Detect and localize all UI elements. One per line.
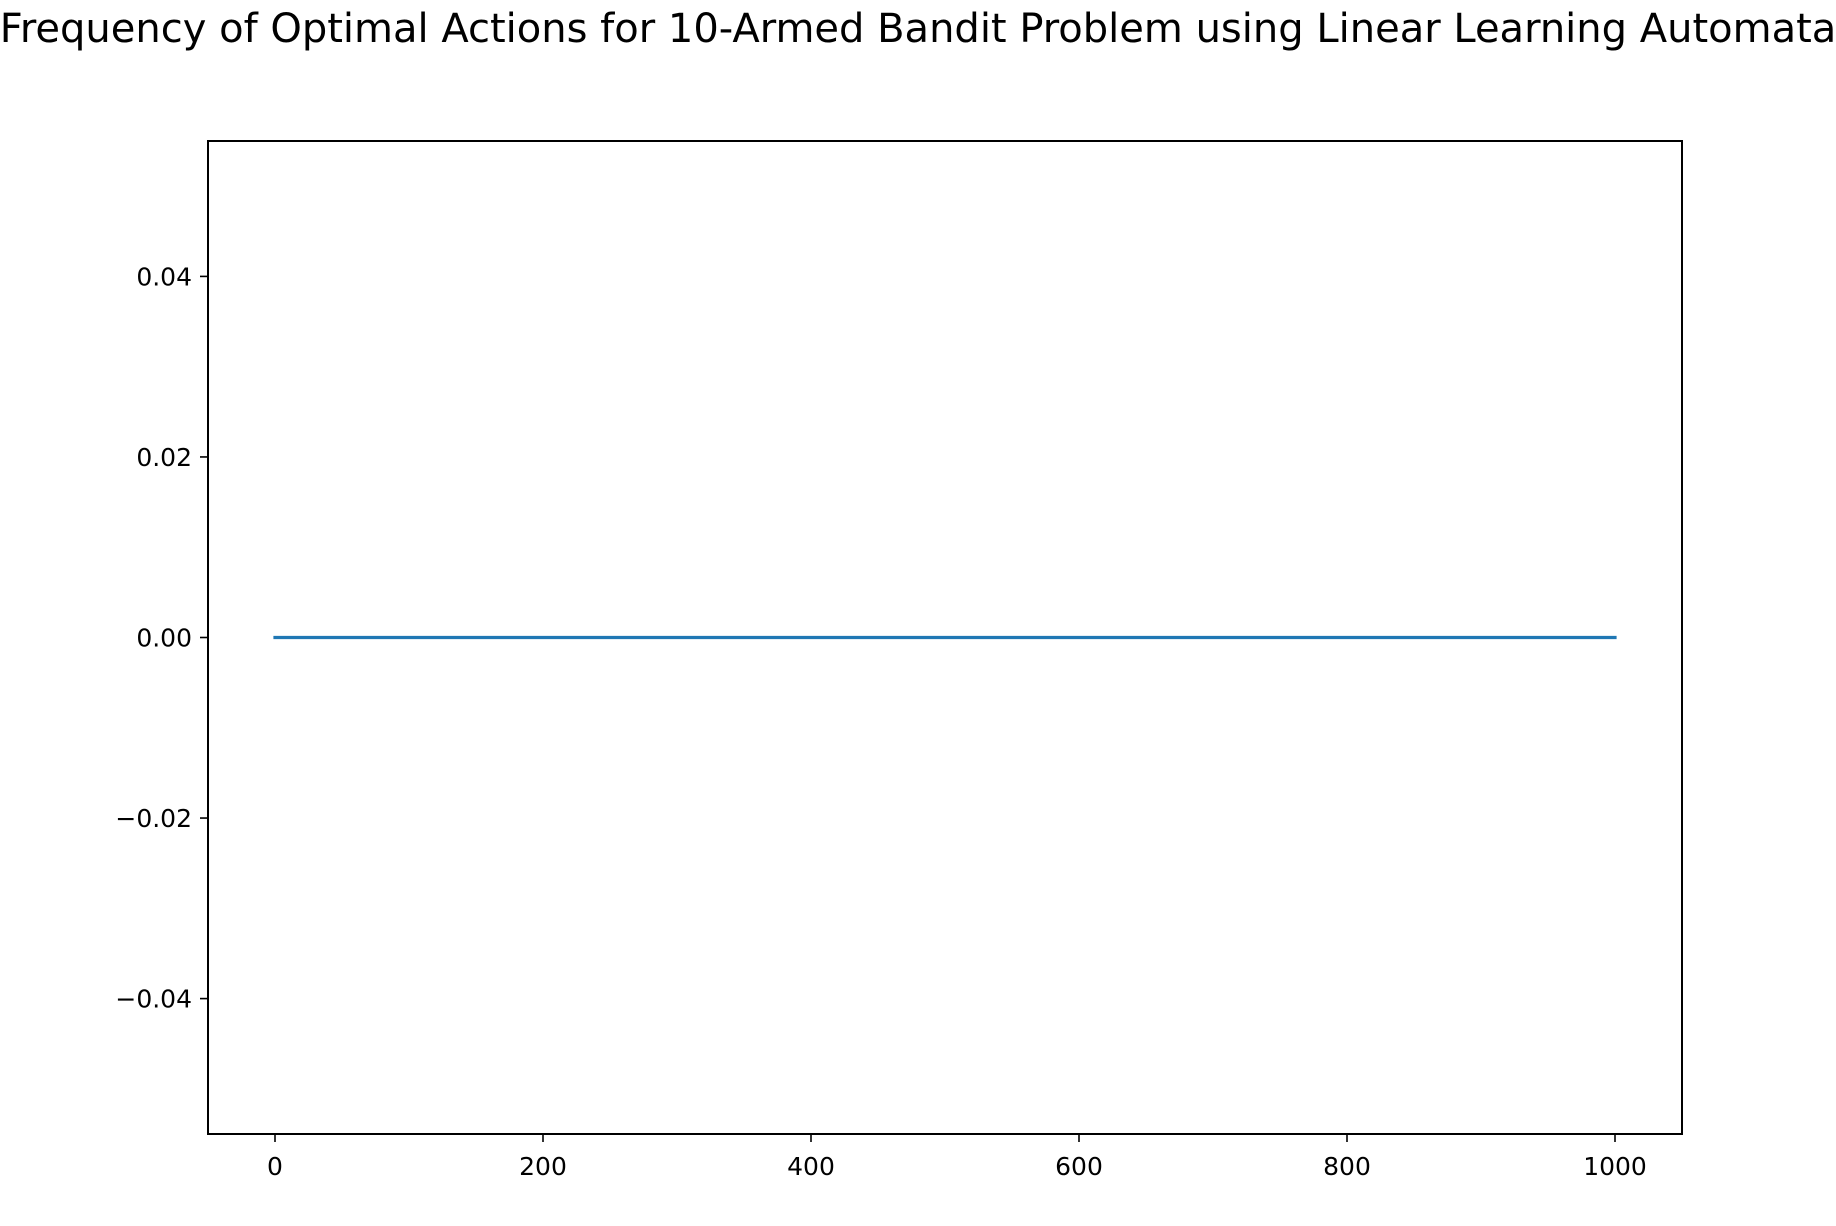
y-tick-label-1: 0.02 (136, 443, 192, 472)
x-tick-label-1: 200 (519, 1152, 567, 1181)
chart-title: Frequency of Optimal Actions for 10-Arme… (0, 6, 1836, 52)
y-tick-label-4: −0.04 (115, 985, 192, 1014)
plot-area: 0 200 400 600 800 1000 0.04 0.02 0.00 −0.02 −0.04 (115, 141, 1682, 1181)
y-tick-label-3: −0.02 (115, 804, 192, 833)
y-tick-label-2: 0.00 (136, 624, 192, 653)
x-tick-label-5: 1000 (1583, 1152, 1647, 1181)
y-tick-label-0: 0.04 (136, 262, 192, 291)
x-tick-label-2: 400 (787, 1152, 835, 1181)
x-tick-label-3: 600 (1055, 1152, 1103, 1181)
x-tick-label-0: 0 (267, 1152, 283, 1181)
x-tick-label-4: 800 (1323, 1152, 1371, 1181)
